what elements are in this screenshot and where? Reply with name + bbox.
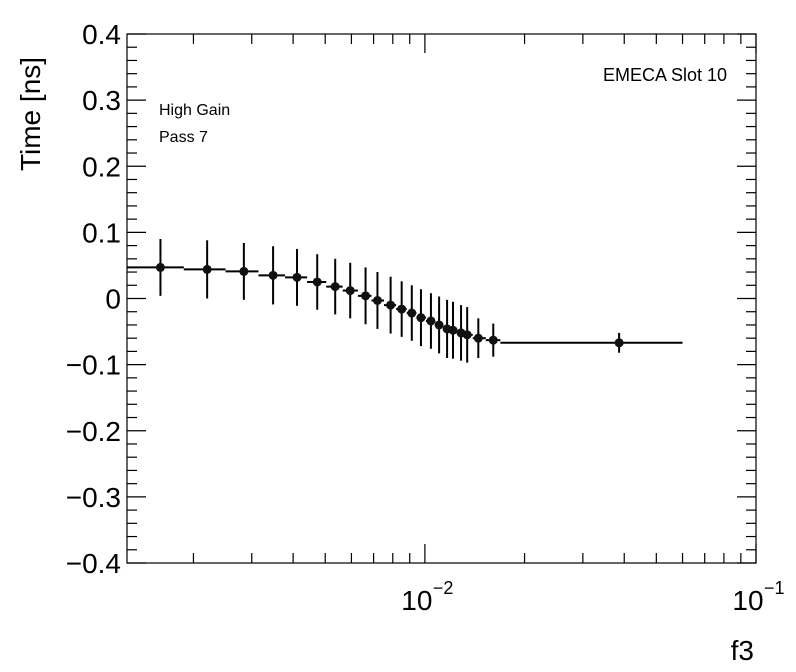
annotation-pass: Pass 7 — [159, 129, 208, 146]
data-point — [397, 304, 407, 314]
y-tick-label: 0.3 — [82, 85, 121, 116]
x-tick-label: 10 — [732, 585, 763, 616]
data-point — [155, 262, 165, 272]
y-tick-label: 0.4 — [82, 19, 121, 50]
data-point — [330, 282, 340, 292]
data-point — [202, 264, 212, 274]
y-tick-label: 0 — [105, 284, 121, 315]
x-tick-labels: 10 −2 10 −1 — [401, 578, 784, 616]
x-tick-label: 10 — [401, 585, 432, 616]
y-tick-label: −0.2 — [66, 416, 121, 447]
x-axis-label: f3 — [731, 635, 754, 666]
data-point — [312, 277, 322, 287]
data-point — [345, 286, 355, 296]
x-tick-label-exponent: −2 — [433, 578, 454, 598]
y-tick-label: −0.4 — [66, 548, 121, 579]
data-point — [488, 335, 498, 345]
x-tick-label-exponent: −1 — [764, 578, 785, 598]
annotation-high-gain: High Gain — [159, 102, 230, 119]
data-point — [426, 316, 436, 326]
y-tick-labels: −0.4 −0.3 −0.2 −0.1 0 0.1 0.2 0.3 0.4 — [66, 19, 121, 579]
y-axis-label: Time [ns] — [15, 57, 46, 171]
data-point — [416, 313, 426, 323]
data-point — [462, 330, 472, 340]
y-tick-label: −0.3 — [66, 482, 121, 513]
data-point — [386, 300, 396, 310]
data-point — [448, 325, 458, 335]
data-point — [361, 291, 371, 301]
data-points — [127, 238, 683, 363]
data-point — [372, 295, 382, 305]
data-point — [473, 333, 483, 343]
data-point — [239, 266, 249, 276]
y-tick-label: 0.2 — [82, 151, 121, 182]
data-point — [614, 338, 624, 348]
axis-ticks — [127, 33, 757, 564]
data-point — [407, 308, 417, 318]
data-point — [268, 270, 278, 280]
y-tick-label: −0.1 — [66, 350, 121, 381]
annotation-slot: EMECA Slot 10 — [603, 65, 727, 85]
data-point — [434, 320, 444, 330]
data-point — [292, 272, 302, 282]
y-tick-label: 0.1 — [82, 217, 121, 248]
